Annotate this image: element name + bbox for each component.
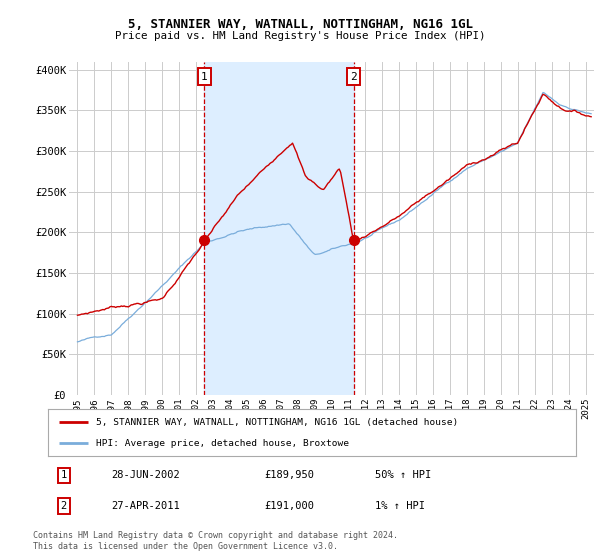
Text: 28-JUN-2002: 28-JUN-2002 bbox=[112, 470, 180, 480]
Text: £191,000: £191,000 bbox=[265, 501, 314, 511]
Text: 1% ↑ HPI: 1% ↑ HPI bbox=[376, 501, 425, 511]
Text: HPI: Average price, detached house, Broxtowe: HPI: Average price, detached house, Brox… bbox=[95, 438, 349, 447]
Text: 5, STANNIER WAY, WATNALL, NOTTINGHAM, NG16 1GL (detached house): 5, STANNIER WAY, WATNALL, NOTTINGHAM, NG… bbox=[95, 418, 458, 427]
Text: £189,950: £189,950 bbox=[265, 470, 314, 480]
Text: 27-APR-2011: 27-APR-2011 bbox=[112, 501, 180, 511]
Text: 2: 2 bbox=[61, 501, 67, 511]
Text: 5, STANNIER WAY, WATNALL, NOTTINGHAM, NG16 1GL: 5, STANNIER WAY, WATNALL, NOTTINGHAM, NG… bbox=[128, 18, 473, 31]
Text: 1: 1 bbox=[201, 72, 208, 82]
Text: 2: 2 bbox=[350, 72, 357, 82]
Text: 1: 1 bbox=[61, 470, 67, 480]
Text: This data is licensed under the Open Government Licence v3.0.: This data is licensed under the Open Gov… bbox=[33, 542, 338, 550]
Bar bbox=[205, 62, 354, 395]
Text: 50% ↑ HPI: 50% ↑ HPI bbox=[376, 470, 431, 480]
Text: Price paid vs. HM Land Registry's House Price Index (HPI): Price paid vs. HM Land Registry's House … bbox=[115, 31, 485, 41]
Text: Contains HM Land Registry data © Crown copyright and database right 2024.: Contains HM Land Registry data © Crown c… bbox=[33, 531, 398, 540]
